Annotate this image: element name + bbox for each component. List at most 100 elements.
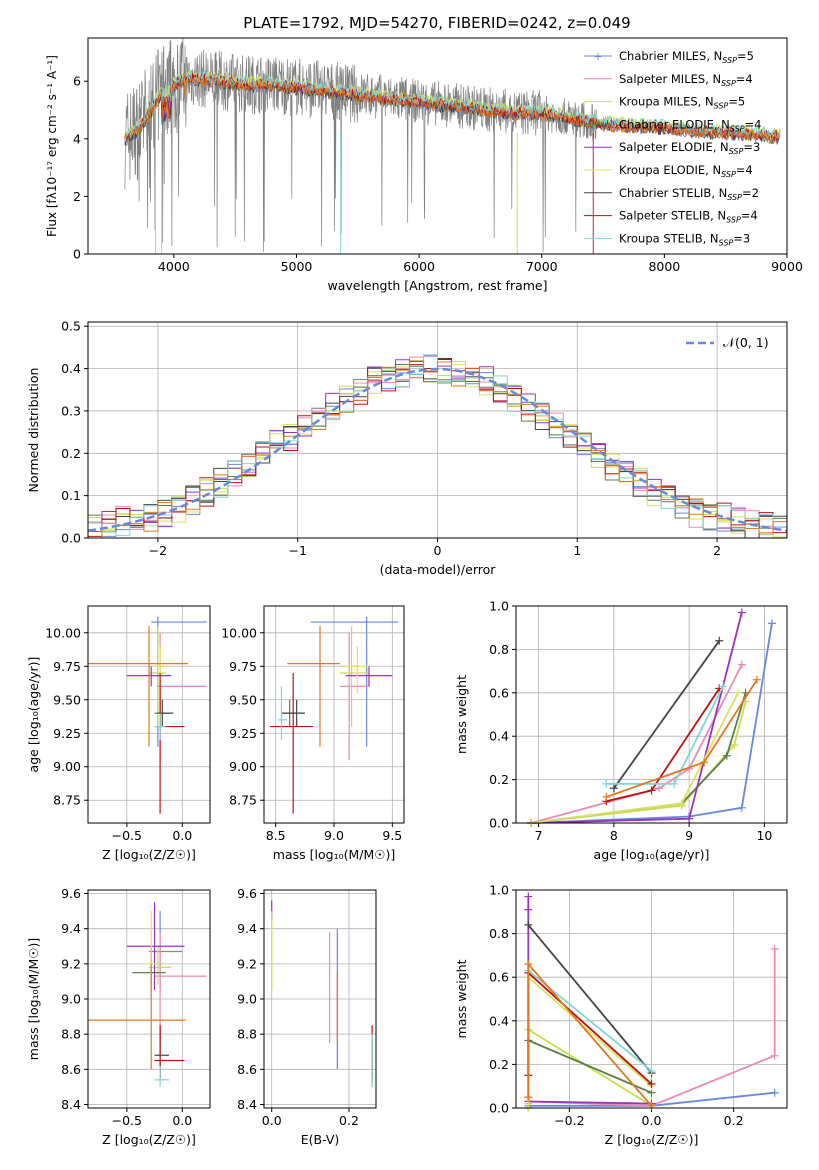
resid-ytick-label: 0.3	[61, 403, 81, 418]
mwz-marker	[647, 1066, 656, 1075]
massweight-vs-age-panel: 7 8 9 10 0.0 0.2 0.4 0.6 0.8 1.0 age [log₁₀(age/yr…	[454, 599, 788, 862]
mwage-marker	[677, 799, 686, 808]
massz-point-kroupa_elodie	[146, 911, 158, 991]
massebv-xtick-label: 0.0	[262, 1113, 282, 1128]
spec-legend-sub: SSP	[722, 56, 737, 65]
mwz-marker	[770, 1051, 779, 1060]
mwz-marker	[524, 920, 533, 929]
agemass-point-kroupa_stelib	[278, 686, 288, 740]
massz-xtick-label: −0.5	[112, 1113, 142, 1128]
spec-ytick-label: 4	[73, 131, 81, 146]
mwage-line-salpeter_miles	[530, 664, 743, 824]
agemass-point-salpeter_miles	[339, 632, 369, 761]
massz-point-kroupa_miles	[149, 946, 172, 985]
agemass-ytick-label: 8.75	[229, 793, 257, 808]
agez-xtick-label: −0.5	[112, 828, 142, 843]
agemass-xtick-label: 8.5	[266, 828, 286, 843]
spec-model-kroupa_stelib	[124, 70, 781, 142]
mwage-marker	[734, 688, 743, 697]
agez-frame	[87, 605, 211, 824]
mwage-marker	[737, 803, 746, 812]
massebv-xlabel: E(B-V)	[301, 1132, 340, 1147]
spec-legend-suffix: =3	[733, 231, 750, 245]
spec-legend-label: Salpeter STELIB, NSSP=4	[619, 209, 758, 225]
mwz-marker	[524, 1093, 533, 1102]
massz-point-chabrier_stelib	[154, 1025, 169, 1079]
spec-legend-text: Kroupa ELODIE, N	[619, 163, 721, 177]
spec-legend-entry: Salpeter STELIB, NSSP=4	[584, 209, 758, 225]
agez-ylabel: age [log₁₀(age/yr)]	[26, 657, 41, 773]
massz-ytick-label: 9.4	[61, 921, 81, 936]
spec-legend-entry: Chabrier ELODIE, NSSP=4	[584, 117, 761, 133]
spec-legend-text: Salpeter STELIB, N	[619, 209, 726, 223]
mwage-marker	[647, 786, 656, 795]
mwage-marker	[602, 792, 611, 801]
spec-legend-entry: Kroupa STELIB, NSSP=3	[584, 231, 750, 247]
massz-frame	[87, 889, 211, 1109]
spec-legend-text: Kroupa MILES, N	[619, 95, 714, 109]
mwage-marker	[719, 682, 728, 691]
agemass-point-kroupa_miles	[339, 626, 369, 727]
resid-normal-curve	[87, 367, 788, 532]
mwage-xtick-label: 7	[535, 828, 543, 843]
spec-legend-text: Kroupa STELIB, N	[619, 231, 719, 245]
massebv-ytick-label: 9.6	[237, 886, 257, 901]
spec-model-orange	[124, 74, 781, 145]
mwz-marker	[770, 1088, 779, 1097]
mwage-marker	[715, 636, 724, 645]
massebv-ytick-label: 9.2	[237, 956, 257, 971]
massebv-xtick-label: 0.2	[339, 1113, 359, 1128]
resid-legend-label: 𝒩(0, 1)	[723, 335, 769, 350]
agemass-point-orange	[287, 626, 340, 747]
mwz-marker	[524, 892, 533, 901]
mwz-line-kroupa_elodie	[527, 975, 653, 1108]
mwz-marker	[770, 944, 779, 953]
mwage-ylabel: mass weight	[454, 675, 469, 754]
resid-xtick-label: 2	[713, 543, 721, 558]
spec-ytick-label: 0	[73, 247, 81, 262]
spec-xtick-label: 6000	[403, 259, 435, 274]
spec-legend-entry: Salpeter ELODIE, NSSP=3	[584, 140, 760, 156]
resid-xtick-label: 0	[434, 543, 442, 558]
massz-ytick-label: 9.0	[61, 992, 81, 1007]
agemass-ytick-label: 9.00	[229, 759, 257, 774]
spec-xtick-label: 5000	[281, 259, 313, 274]
massz-point-salpeter_elodie	[126, 902, 185, 991]
spec-legend-entry: Kroupa MILES, NSSP=5	[584, 95, 745, 111]
spec-legend-suffix: =4	[745, 117, 762, 131]
mwage-marker	[670, 779, 679, 788]
spec-xtick-label: 4000	[158, 259, 190, 274]
mwage-xtick-label: 8	[610, 828, 618, 843]
mass-vs-z-panel: −0.5 0.0 8.4 8.6 8.8 9.0 9.2 9.4 9.6 Z [log₁₀(Z/Z…	[26, 886, 211, 1147]
mwage-frame	[515, 605, 788, 824]
agemass-ytick-label: 9.75	[229, 659, 257, 674]
mwage-ytick-label: 0.8	[489, 642, 509, 657]
massz-xtick-label: 0.0	[172, 1113, 192, 1128]
spec-legend-label: Chabrier MILES, NSSP=5	[619, 49, 754, 65]
mwz-ytick-label: 0.4	[489, 1013, 509, 1028]
resid-xlabel: (data-model)/error	[380, 562, 497, 577]
resid-ytick-label: 0.1	[61, 488, 81, 503]
spec-legend-suffix: =2	[742, 186, 759, 200]
agez-ytick-label: 9.25	[53, 726, 81, 741]
resid-ytick-label: 0.0	[61, 531, 81, 546]
massebv-ytick-label: 9.0	[237, 992, 257, 1007]
mwage-marker	[685, 814, 694, 823]
mwz-xtick-label: −0.2	[554, 1113, 584, 1128]
massebv-ytick-label: 9.4	[237, 921, 257, 936]
massz-ytick-label: 8.8	[61, 1027, 81, 1042]
mwz-ylabel: mass weight	[454, 959, 469, 1038]
spec-legend-sub: SSP	[719, 238, 734, 247]
spec-legend-label: Salpeter ELODIE, NSSP=3	[619, 140, 760, 156]
mwz-xlabel: Z [log₁₀(Z/Z☉)]	[605, 1132, 699, 1147]
massebv-ytick-label: 8.4	[237, 1097, 257, 1112]
massebv-ytick-label: 8.6	[237, 1062, 257, 1077]
spec-xlabel: wavelength [Angstrom, rest frame]	[327, 278, 547, 293]
agez-xtick-label: 0.0	[172, 828, 192, 843]
spec-legend-text: Salpeter MILES, N	[619, 72, 721, 86]
massz-xlabel: Z [log₁₀(Z/Z☉)]	[102, 1132, 196, 1147]
spectrum-panel: 4000 5000 6000 7000 8000 9000 0 2 4 6 wavelength […	[45, 37, 803, 293]
mwage-xlabel: age [log₁₀(age/yr)]	[594, 847, 710, 862]
agemass-point-chabrier_miles	[310, 616, 399, 747]
mwz-marker	[524, 960, 533, 969]
